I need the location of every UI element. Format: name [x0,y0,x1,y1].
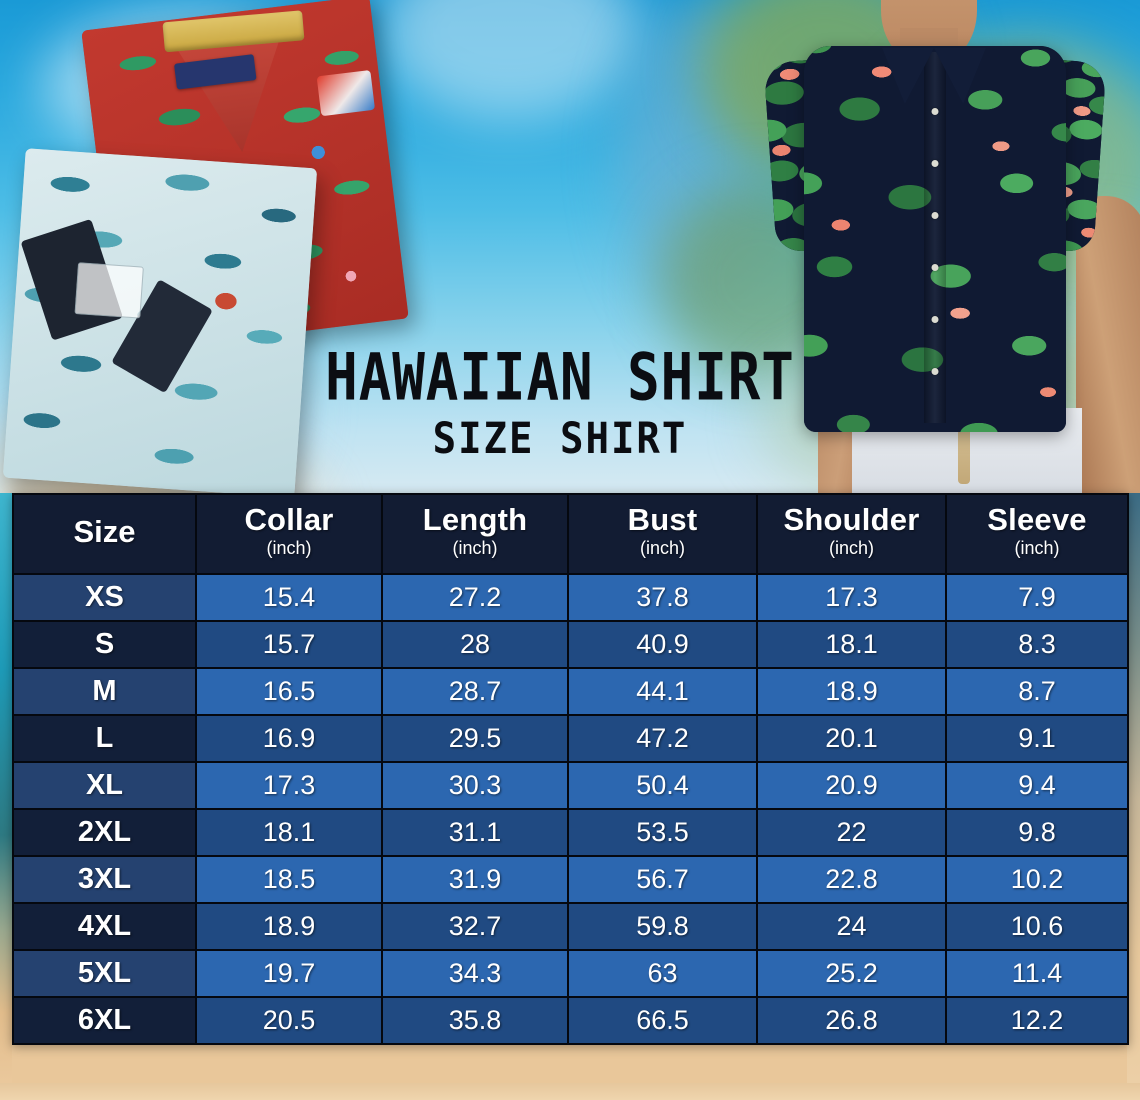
cell-size: L [12,714,197,763]
red-shirt-side-badge [316,69,376,117]
table-row: M 16.5 28.7 44.1 18.9 8.7 [12,667,1129,716]
cell-size: 6XL [12,996,197,1045]
column-header-sleeve: Sleeve (inch) [945,493,1129,575]
column-header-shoulder: Shoulder (inch) [756,493,947,575]
header-row: Size Collar (inch) Length (inch) Bust (i… [12,493,1129,575]
cell-sleeve: 10.2 [945,855,1129,904]
cell-length: 35.8 [381,996,569,1045]
cell-size: XS [12,573,197,622]
cell-collar: 17.3 [195,761,383,810]
cell-sleeve: 8.3 [945,620,1129,669]
cell-shoulder: 18.1 [756,620,947,669]
cell-bust: 37.8 [567,573,758,622]
table-row: XL 17.3 30.3 50.4 20.9 9.4 [12,761,1129,810]
cell-shoulder: 22.8 [756,855,947,904]
cell-size: 4XL [12,902,197,951]
blue-shirt-pocket [74,262,144,319]
right-edge-strip [1127,493,1140,1083]
cell-bust: 44.1 [567,667,758,716]
cell-bust: 56.7 [567,855,758,904]
cell-length: 28.7 [381,667,569,716]
table-row: XS 15.4 27.2 37.8 17.3 7.9 [12,573,1129,622]
cell-length: 32.7 [381,902,569,951]
cell-length: 28 [381,620,569,669]
left-edge-strip [0,493,12,1083]
cell-shoulder: 20.1 [756,714,947,763]
cell-size: M [12,667,197,716]
cell-size: 3XL [12,855,197,904]
table-row: 3XL 18.5 31.9 56.7 22.8 10.2 [12,855,1129,904]
cell-sleeve: 9.4 [945,761,1129,810]
shirt-button [931,108,939,115]
table-row: 2XL 18.1 31.1 53.5 22 9.8 [12,808,1129,857]
cell-collar: 18.5 [195,855,383,904]
table-row: 6XL 20.5 35.8 66.5 26.8 12.2 [12,996,1129,1045]
size-chart-table: Size Collar (inch) Length (inch) Bust (i… [12,493,1129,1045]
cell-sleeve: 11.4 [945,949,1129,998]
shirt-button [931,160,939,167]
cell-sleeve: 9.1 [945,714,1129,763]
cell-shoulder: 18.9 [756,667,947,716]
page-title: HAWAIIAN SHIRT [325,340,795,416]
cell-size: XL [12,761,197,810]
cell-length: 27.2 [381,573,569,622]
table-row: 4XL 18.9 32.7 59.8 24 10.6 [12,902,1129,951]
cell-sleeve: 8.7 [945,667,1129,716]
column-header-collar: Collar (inch) [195,493,383,575]
table-row: S 15.7 28 40.9 18.1 8.3 [12,620,1129,669]
shirt-button [931,212,939,219]
table-row: L 16.9 29.5 47.2 20.1 9.1 [12,714,1129,763]
cell-bust: 59.8 [567,902,758,951]
cell-length: 30.3 [381,761,569,810]
cell-collar: 18.1 [195,808,383,857]
cell-collar: 16.9 [195,714,383,763]
cell-bust: 40.9 [567,620,758,669]
cell-bust: 50.4 [567,761,758,810]
column-header-bust: Bust (inch) [567,493,758,575]
cell-shoulder: 25.2 [756,949,947,998]
cell-shoulder: 26.8 [756,996,947,1045]
table-row: 5XL 19.7 34.3 63 25.2 11.4 [12,949,1129,998]
cell-bust: 63 [567,949,758,998]
cell-size: S [12,620,197,669]
cell-shoulder: 24 [756,902,947,951]
cell-sleeve: 12.2 [945,996,1129,1045]
page-subtitle: SIZE SHIRT [432,414,688,465]
cell-collar: 19.7 [195,949,383,998]
shirt-button [931,368,939,375]
bottom-sand-strip [0,1083,1140,1100]
shirt-button [931,316,939,323]
cell-bust: 53.5 [567,808,758,857]
cell-sleeve: 10.6 [945,902,1129,951]
cell-shoulder: 20.9 [756,761,947,810]
model-hawaiian-shirt [804,46,1066,432]
cell-length: 31.9 [381,855,569,904]
blue-hawaiian-shirt [2,148,318,498]
cell-collar: 20.5 [195,996,383,1045]
cell-sleeve: 7.9 [945,573,1129,622]
cell-collar: 16.5 [195,667,383,716]
column-header-length: Length (inch) [381,493,569,575]
shirt-button-placket [924,52,946,423]
title-block: HAWAIIAN SHIRT SIZE SHIRT [300,340,820,465]
cell-bust: 47.2 [567,714,758,763]
column-header-size: Size [12,493,197,575]
hero-banner [0,0,1140,500]
cell-size: 5XL [12,949,197,998]
cell-collar: 15.7 [195,620,383,669]
table-header: Size Collar (inch) Length (inch) Bust (i… [12,493,1129,575]
table-body: XS 15.4 27.2 37.8 17.3 7.9 S 15.7 28 40.9 18.1 8.3 M… [12,573,1129,1045]
cell-collar: 15.4 [195,573,383,622]
cell-length: 34.3 [381,949,569,998]
cell-collar: 18.9 [195,902,383,951]
cell-size: 2XL [12,808,197,857]
cell-length: 31.1 [381,808,569,857]
cell-bust: 66.5 [567,996,758,1045]
cell-sleeve: 9.8 [945,808,1129,857]
cell-shoulder: 17.3 [756,573,947,622]
model-photo [718,0,1140,500]
cell-length: 29.5 [381,714,569,763]
shirt-button [931,264,939,271]
cell-shoulder: 22 [756,808,947,857]
